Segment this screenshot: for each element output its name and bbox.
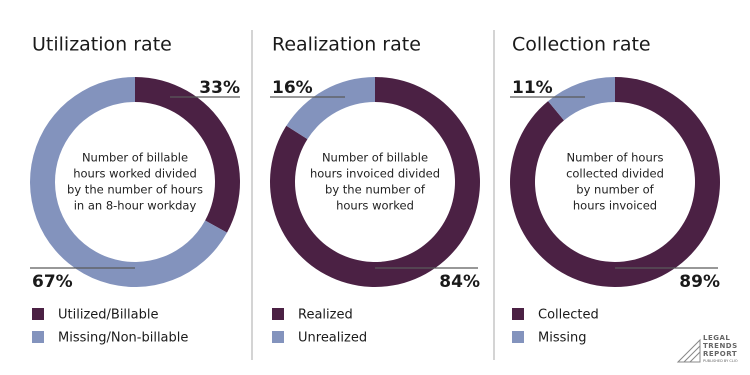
logo: LEGAL TRENDS REPORT PUBLISHED BY CLIO — [676, 334, 738, 363]
center-text: collected divided — [566, 167, 664, 181]
logo-text: TRENDS — [703, 342, 738, 350]
legend-label: Utilized/Billable — [58, 308, 158, 323]
donut-slice — [135, 77, 241, 233]
center-text: Number of hours — [567, 151, 664, 165]
legend-swatch — [32, 308, 44, 320]
legend-label: Missing — [538, 331, 586, 346]
chart-title: Utilization rate — [32, 34, 172, 56]
value-label: 33% — [199, 78, 240, 98]
legend-label: Unrealized — [298, 331, 367, 346]
legend-swatch — [32, 331, 44, 343]
logo-byline: PUBLISHED BY CLIO — [703, 359, 738, 363]
donut-slice — [286, 77, 375, 140]
logo-text: LEGAL — [703, 334, 730, 342]
legend-label: Collected — [538, 308, 599, 323]
logo-text: REPORT — [703, 350, 737, 358]
donut-slice — [548, 77, 615, 121]
value-label: 89% — [679, 272, 720, 292]
value-label: 84% — [439, 272, 480, 292]
center-text: in an 8-hour workday — [74, 199, 197, 213]
center-text: hours invoiced — [573, 199, 657, 213]
center-text: Number of billable — [82, 151, 188, 165]
center-text: by the number of — [325, 183, 426, 197]
value-label: 11% — [512, 78, 553, 98]
legend-swatch — [512, 331, 524, 343]
chart-title: Realization rate — [272, 34, 421, 56]
legend-swatch — [272, 331, 284, 343]
center-text: hours invoiced divided — [310, 167, 440, 181]
value-label: 67% — [32, 272, 73, 292]
legend-swatch — [272, 308, 284, 320]
legend-label: Realized — [298, 308, 353, 323]
legend-label: Missing/Non-billable — [58, 331, 188, 346]
value-label: 16% — [272, 78, 313, 98]
chart-title: Collection rate — [512, 34, 651, 56]
center-text: hours worked divided — [73, 167, 197, 181]
center-text: by number of — [576, 183, 654, 197]
center-text: by the number of hours — [67, 183, 203, 197]
center-text: Number of billable — [322, 151, 428, 165]
center-text: hours worked — [336, 199, 414, 213]
logo-mark — [676, 338, 701, 363]
legend-swatch — [512, 308, 524, 320]
